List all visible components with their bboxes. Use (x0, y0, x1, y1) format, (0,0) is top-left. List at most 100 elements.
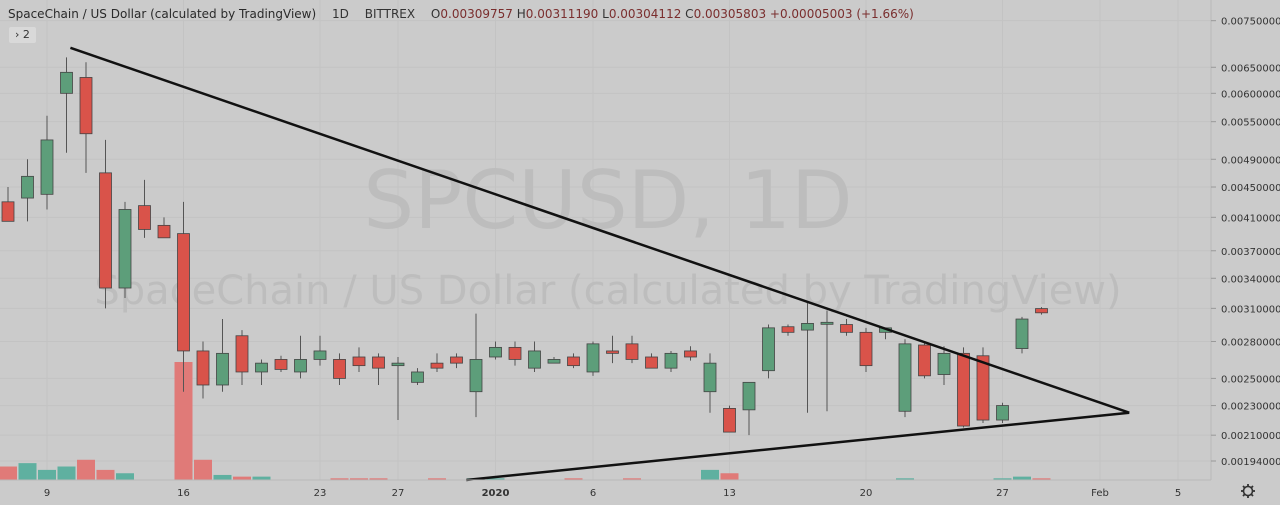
time-tick-label: 9 (44, 488, 50, 499)
candle-body (274, 359, 288, 370)
low-value: 0.00304112 (608, 7, 682, 21)
volume-bar (233, 476, 251, 480)
volume-bar (38, 469, 56, 480)
candle-body (976, 355, 990, 421)
candle-body (411, 371, 424, 383)
candle-body (625, 343, 639, 360)
candle-body (1, 201, 15, 222)
volume-bar (77, 459, 95, 480)
trendlines[interactable] (69, 46, 1130, 482)
candle-body (684, 350, 697, 358)
price-tick-label: 0.00750000 (1221, 17, 1280, 28)
candle-body (664, 352, 678, 369)
candle-body (313, 350, 327, 360)
price-tick-label: 0.00210000 (1221, 431, 1280, 442)
candle-body (450, 356, 463, 364)
volume-bar (0, 466, 17, 480)
time-tick-label: 27 (392, 488, 405, 499)
time-tick-label: 20 (860, 488, 873, 499)
watermark-symbol: SPCUSD, 1D (363, 154, 852, 247)
candle-body (40, 139, 54, 195)
high-label: H (516, 7, 526, 21)
volume-bar (993, 478, 1012, 480)
volume-bar (1032, 478, 1051, 480)
settings-gear-icon[interactable] (1241, 484, 1255, 498)
time-axis[interactable]: 9 16 23 27 2020 6 13 20 27 Feb 5 (44, 488, 1181, 499)
candle-body (742, 381, 756, 411)
candle-body (918, 344, 931, 377)
volume-bar (57, 466, 76, 480)
exchange: BITTREX (364, 7, 416, 21)
volume-bar (116, 473, 134, 480)
time-tick-label: Feb (1091, 488, 1109, 499)
candle-body (957, 352, 970, 427)
volume-bar (174, 362, 193, 480)
interval: 1D (332, 7, 349, 21)
time-tick-label: 13 (723, 488, 736, 499)
volume-bar (564, 478, 583, 480)
price-tick-label: 0.00280000 (1221, 338, 1280, 349)
candle-body (99, 172, 112, 289)
volume-bar (194, 459, 212, 480)
candle-body (528, 350, 541, 369)
volume-bars (0, 362, 1051, 480)
low-label: L (602, 7, 609, 21)
candle-body (645, 356, 658, 369)
candle-body (333, 359, 346, 379)
time-tick-label: 5 (1175, 488, 1181, 499)
volume-bar (330, 478, 349, 480)
candle-body (235, 335, 249, 373)
candle-body (586, 343, 600, 373)
candle-body (703, 362, 717, 393)
trendline (69, 46, 1130, 414)
candle-body (859, 331, 873, 367)
candle-body (430, 362, 444, 369)
candle-body (157, 224, 171, 239)
close-value: 0.00305803 (693, 7, 767, 21)
volume-bar (96, 469, 115, 480)
candle-body (820, 321, 834, 325)
candle-body (469, 359, 483, 393)
volume-bar (720, 473, 739, 480)
candle-body (762, 327, 775, 372)
candle-body (255, 362, 268, 373)
candle-body (216, 352, 229, 386)
candle-body (177, 233, 190, 352)
price-tick-label: 0.00650000 (1221, 63, 1280, 74)
symbol-name[interactable]: SpaceChain / US Dollar (calculated by Tr… (8, 7, 317, 21)
candle-body (196, 350, 210, 386)
time-tick-label: 2020 (482, 488, 510, 499)
open-value: 0.00309757 (440, 7, 513, 21)
volume-bar (1013, 476, 1031, 480)
candle-body (801, 323, 814, 331)
watermark: SPCUSD, 1D SpaceChain / US Dollar (calcu… (94, 154, 1121, 314)
price-tick-label: 0.00550000 (1221, 118, 1280, 129)
candle-body (547, 359, 561, 364)
volume-bar (623, 478, 641, 480)
high-value: 0.00311190 (525, 7, 599, 21)
candle-body (1015, 318, 1029, 349)
time-tick-label: 27 (996, 488, 1009, 499)
price-axis[interactable]: 0.00750000 0.00650000 0.00600000 0.00550000… (1211, 17, 1280, 468)
price-tick-label: 0.00250000 (1221, 374, 1280, 385)
volume-bar (252, 476, 271, 480)
price-tick-label: 0.00600000 (1221, 89, 1280, 100)
price-tick-label: 0.00450000 (1221, 183, 1280, 194)
trendline (466, 411, 1130, 482)
price-tick-label: 0.00310000 (1221, 304, 1280, 315)
candle-body (723, 408, 736, 433)
candle-body (840, 324, 853, 333)
open-label: O (430, 7, 441, 21)
price-tick-label: 0.00194000 (1221, 457, 1280, 468)
volume-bar (350, 478, 368, 480)
volume-bar (369, 478, 388, 480)
indicators-toggle-button[interactable]: › 2 (9, 27, 36, 43)
time-tick-label: 6 (590, 488, 596, 499)
candle-body (1035, 308, 1048, 314)
candlesticks (1, 57, 1048, 436)
volume-bar (213, 474, 232, 480)
candle-body (606, 350, 619, 354)
candle-body (352, 356, 366, 367)
